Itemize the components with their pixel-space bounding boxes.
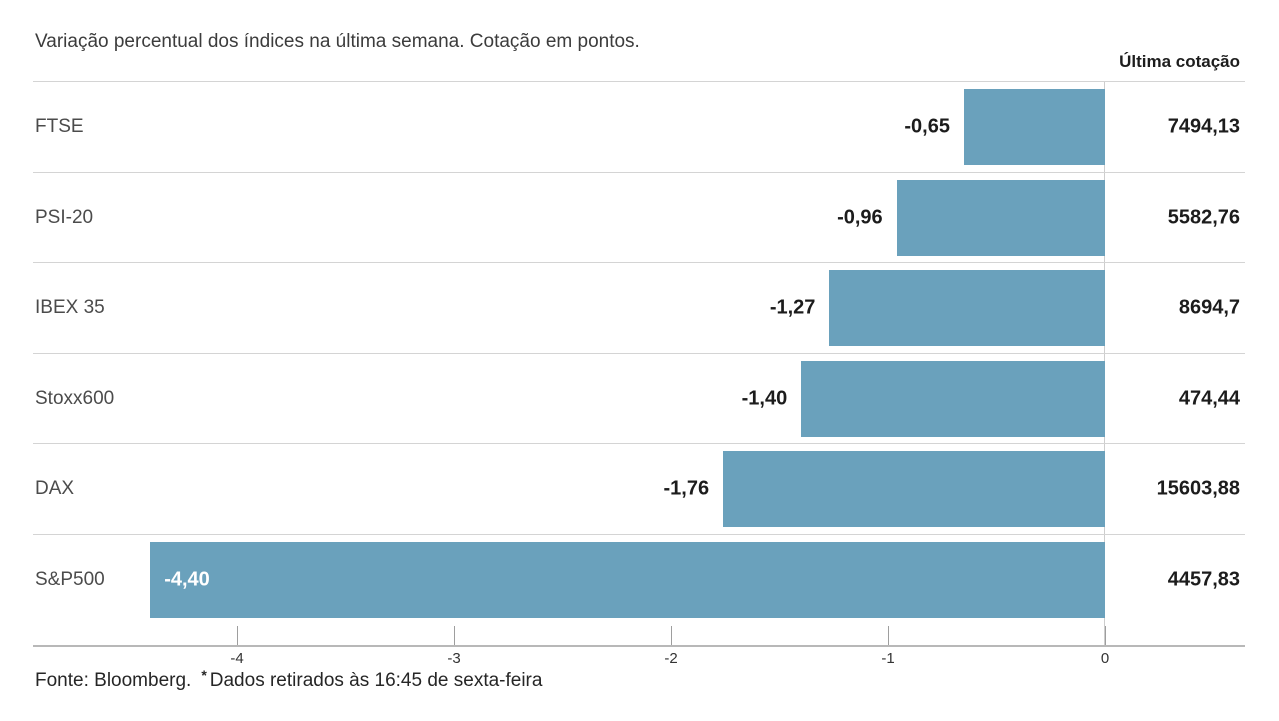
bar-value-label: -0,96 <box>837 206 883 229</box>
footnote-text: Dados retirados às 16:45 de sexta-feira <box>209 670 543 691</box>
last-quote-value: 474,44 <box>1178 387 1240 410</box>
bar-value-label: -4,40 <box>164 568 210 591</box>
index-label: S&P500 <box>35 568 105 590</box>
last-quote-value: 7494,13 <box>1167 115 1240 138</box>
last-quote-value: 5582,76 <box>1167 206 1240 229</box>
bar-value-label: -0,65 <box>904 115 950 138</box>
index-row: S&P500 -4,40 4457,83 <box>33 533 1245 626</box>
value-bar <box>150 541 1105 618</box>
value-bar <box>963 89 1105 165</box>
value-bar <box>896 179 1105 256</box>
source-footer: Fonte: Bloomberg. * Dados retirados às 16:… <box>35 667 542 692</box>
value-bar <box>829 270 1105 346</box>
index-row: DAX -1,76 15603,88 <box>33 443 1245 535</box>
x-tick <box>888 626 889 645</box>
index-row: Stoxx600 -1,40 474,44 <box>33 352 1245 445</box>
last-quote-value: 4457,83 <box>1167 568 1240 591</box>
last-quote-value: 8694,7 <box>1178 296 1240 319</box>
footnote-asterisk: * <box>201 667 207 683</box>
bar-value-label: -1,40 <box>741 387 788 410</box>
x-tick <box>1105 626 1106 645</box>
x-tick-label: -4 <box>230 650 244 667</box>
x-tick <box>454 626 455 645</box>
last-quote-value: 15603,88 <box>1156 477 1240 500</box>
index-label: DAX <box>35 478 75 500</box>
x-tick <box>237 626 238 645</box>
x-tick-label: 0 <box>1100 650 1110 667</box>
index-row: PSI-20 -0,96 5582,76 <box>33 171 1245 264</box>
x-tick-label: -1 <box>881 650 895 667</box>
index-label: FTSE <box>35 116 84 138</box>
bar-value-label: -1,76 <box>663 477 710 500</box>
source-text: Fonte: Bloomberg. <box>35 670 192 691</box>
index-label: IBEX 35 <box>35 297 105 319</box>
index-label: PSI-20 <box>35 206 94 228</box>
plot-area: FTSE -0,65 7494,13 PSI-20 -0,96 5582,76 IBEX 3… <box>33 81 1245 624</box>
chart-title: Variação percentual dos índices na últim… <box>35 31 640 52</box>
x-tick-label: -3 <box>447 650 461 667</box>
x-axis-line <box>33 645 1245 647</box>
value-bar <box>801 360 1105 437</box>
value-bar <box>723 451 1105 527</box>
quote-column-header: Última cotação <box>1119 52 1240 71</box>
x-tick <box>671 626 672 645</box>
x-tick-label: -2 <box>664 650 678 667</box>
index-label: Stoxx600 <box>35 387 115 409</box>
index-row: FTSE -0,65 7494,13 <box>33 81 1245 173</box>
bar-value-label: -1,27 <box>769 296 816 319</box>
index-row: IBEX 35 -1,27 8694,7 <box>33 262 1245 354</box>
